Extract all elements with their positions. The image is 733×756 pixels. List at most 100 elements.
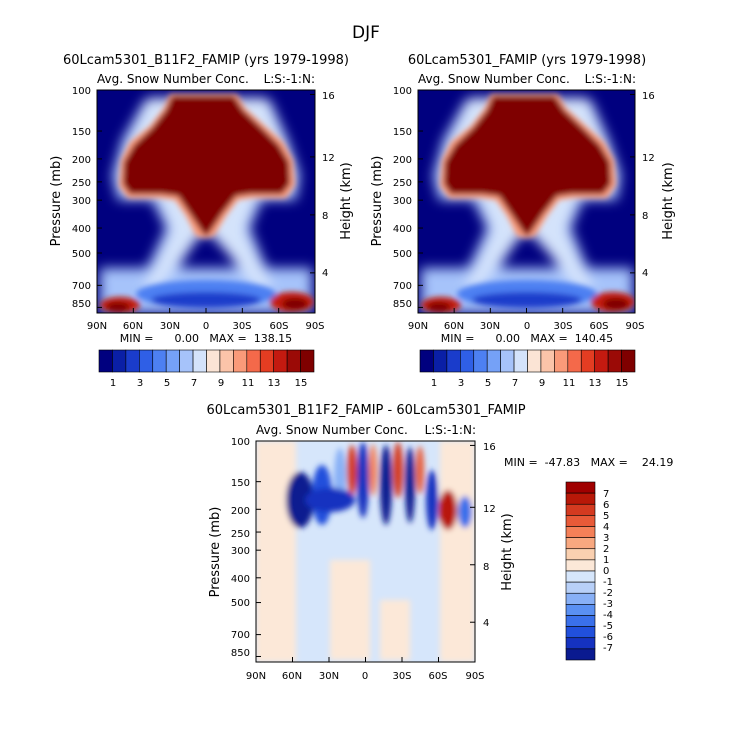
y-tick-label: 250 <box>72 178 91 189</box>
colorbar-label: -4 <box>603 610 613 621</box>
colorbar-label: 1 <box>603 555 609 566</box>
x-tick-label: 90N <box>246 671 266 682</box>
y-tick-label: 150 <box>231 478 250 489</box>
y-tick-label: 400 <box>72 224 91 235</box>
y-tick-label: 150 <box>393 127 412 138</box>
colorbar-swatch <box>594 349 609 373</box>
x-tick-label: 60S <box>428 671 447 682</box>
colorbar-swatch <box>621 349 636 373</box>
colorbar-swatch <box>565 515 596 527</box>
colorbar-label: 5 <box>164 378 170 389</box>
y-tick-label: 200 <box>231 506 250 517</box>
y-right-tick-label: 16 <box>483 442 496 453</box>
panel-title: 60Lcam5301_FAMIP (yrs 1979-1998) <box>408 53 646 68</box>
y-right-tick-label: 4 <box>322 268 328 279</box>
x-tick-label: 0 <box>524 321 530 332</box>
colorbar-swatch <box>152 349 167 373</box>
x-tick-label: 90N <box>408 321 428 332</box>
colorbar-swatch <box>473 349 488 373</box>
colorbar-swatch <box>179 349 194 373</box>
y-right-tick-label: 4 <box>642 268 648 279</box>
y-tick-label: 150 <box>72 127 91 138</box>
x-tick-label: 60S <box>589 321 608 332</box>
colorbar-label: 15 <box>295 378 308 389</box>
colorbar-label: 2 <box>603 544 609 555</box>
colorbar-label: 13 <box>589 378 602 389</box>
heatmap-field <box>256 441 475 662</box>
colorbar-swatch <box>513 349 528 373</box>
colorbar-label: -3 <box>603 599 613 610</box>
y-tick-label: 250 <box>231 529 250 540</box>
x-tick-label: 0 <box>203 321 209 332</box>
colorbar-vertical <box>565 481 596 661</box>
x-tick-label: 90S <box>465 671 484 682</box>
colorbar-label: 5 <box>603 511 609 522</box>
colorbar-label: 7 <box>603 489 609 500</box>
colorbar-swatch <box>607 349 622 373</box>
colorbar-swatch <box>233 349 248 373</box>
colorbar-swatch <box>565 626 596 639</box>
y-tick-label: 400 <box>231 574 250 585</box>
colorbar-label: 15 <box>616 378 629 389</box>
colorbar-swatch <box>565 604 596 616</box>
y-right-tick-label: 16 <box>322 91 335 102</box>
colorbar-swatch <box>565 548 596 561</box>
y-right-tick-label: 16 <box>642 91 655 102</box>
level-tag: L:S:-1:N: <box>425 423 476 437</box>
y-right-tick-label: 8 <box>322 211 328 222</box>
y-right-axis-label: Height (km) <box>339 162 354 239</box>
colorbar-swatch <box>565 503 596 516</box>
colorbar-label: -5 <box>603 621 613 632</box>
panel-top-right: 60Lcam5301_FAMIP (yrs 1979-1998) Avg. Sn… <box>370 53 676 389</box>
y-right-tick-label: 12 <box>483 504 496 515</box>
colorbar-swatch <box>540 349 555 373</box>
y-tick-label: 700 <box>72 281 91 292</box>
panel-subtitle: Avg. Snow Number Conc. <box>97 72 249 86</box>
colorbar-label: 9 <box>218 378 224 389</box>
y-tick-label: 850 <box>231 648 250 659</box>
colorbar-swatch <box>286 349 301 373</box>
colorbar <box>419 349 636 373</box>
y-tick-label: 100 <box>72 86 91 97</box>
colorbar-swatch <box>580 349 595 373</box>
panel-title: 60Lcam5301_B11F2_FAMIP - 60Lcam5301_FAMI… <box>206 403 525 418</box>
colorbar-swatch <box>125 349 140 373</box>
colorbar-swatch <box>565 592 596 605</box>
colorbar-swatch <box>446 349 461 373</box>
x-tick-label: 30N <box>319 671 339 682</box>
y-tick-label: 850 <box>393 299 412 310</box>
panel-subtitle: Avg. Snow Number Conc. <box>418 72 570 86</box>
colorbar-label: -2 <box>603 588 613 599</box>
y-tick-label: 500 <box>231 598 250 609</box>
colorbar-label: 11 <box>242 378 255 389</box>
colorbar-label: -6 <box>603 632 613 643</box>
y-right-axis-label: Height (km) <box>661 162 676 239</box>
colorbar-swatch <box>433 349 448 373</box>
colorbar-swatch <box>565 570 596 583</box>
y-tick-label: 500 <box>393 249 412 260</box>
x-tick-label: 60S <box>269 321 288 332</box>
x-tick-label: 90S <box>625 321 644 332</box>
colorbar-swatch <box>565 637 596 650</box>
colorbar-swatch <box>300 349 315 373</box>
colorbar-label: 9 <box>539 378 545 389</box>
colorbar-label: 4 <box>603 522 609 533</box>
colorbar-label: 7 <box>512 378 518 389</box>
panel-top-left: 60Lcam5301_B11F2_FAMIP (yrs 1979-1998) A… <box>49 53 354 389</box>
colorbar-label: 13 <box>268 378 281 389</box>
colorbar-swatch <box>527 349 542 373</box>
y-right-tick-label: 12 <box>322 153 335 164</box>
panel-title: 60Lcam5301_B11F2_FAMIP (yrs 1979-1998) <box>63 53 349 68</box>
x-tick-label: 90S <box>305 321 324 332</box>
colorbar-swatch <box>165 349 180 373</box>
colorbar-swatch <box>419 349 434 373</box>
colorbar-label: 5 <box>485 378 491 389</box>
colorbar-swatch <box>565 481 596 494</box>
colorbar-swatch <box>565 615 596 627</box>
panel-difference: 60Lcam5301_B11F2_FAMIP - 60Lcam5301_FAMI… <box>206 403 673 682</box>
y-tick-label: 300 <box>72 196 91 207</box>
colorbar-label: 3 <box>603 533 609 544</box>
colorbar-swatch <box>565 648 596 661</box>
y-right-tick-label: 8 <box>483 562 489 573</box>
